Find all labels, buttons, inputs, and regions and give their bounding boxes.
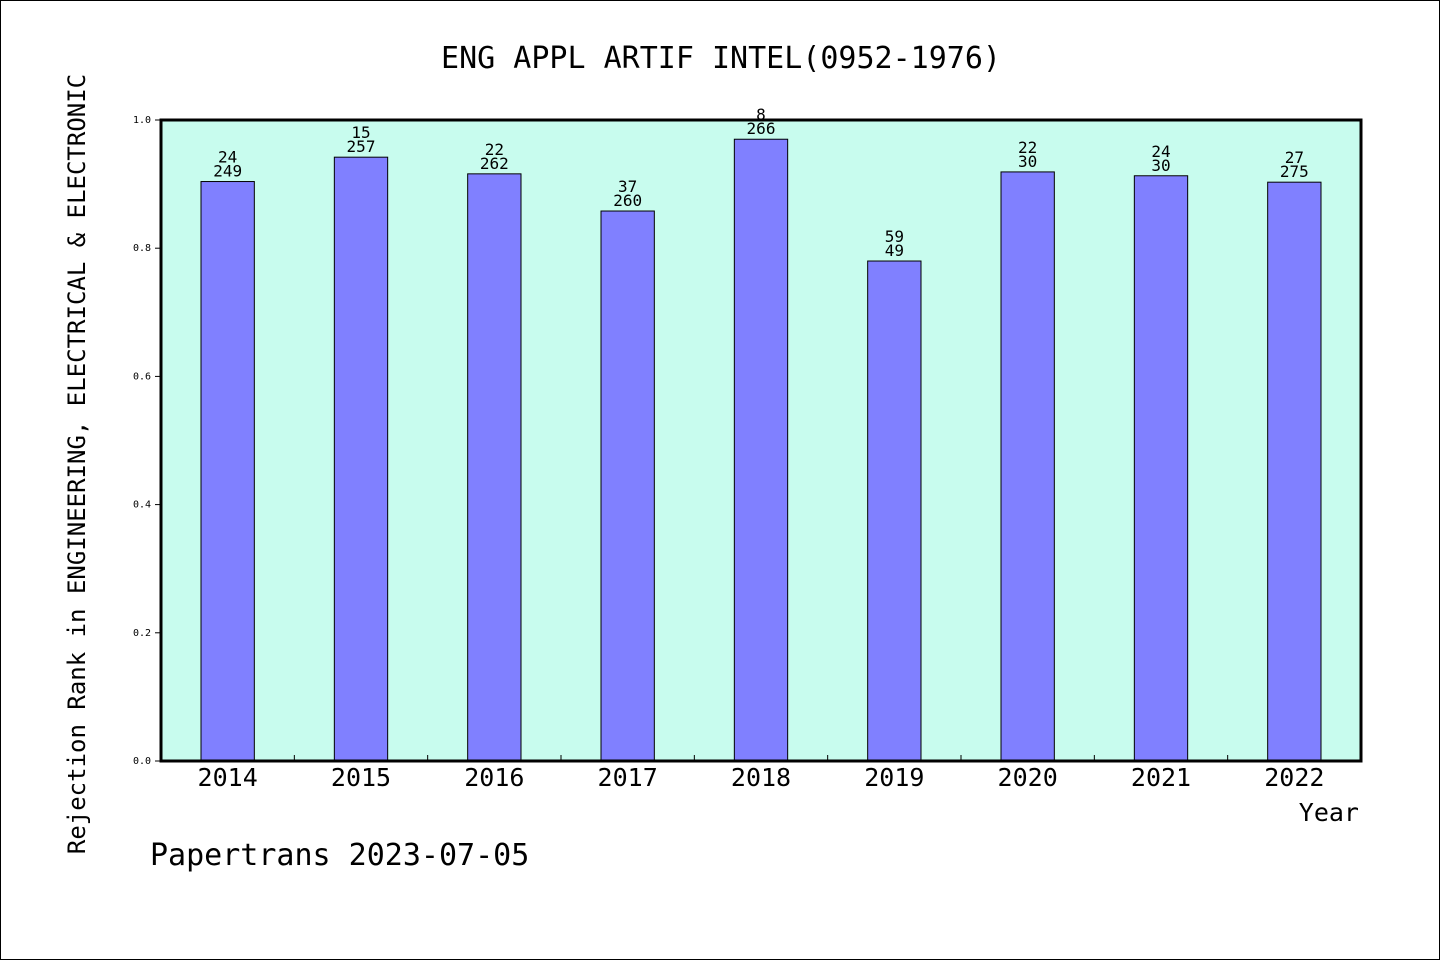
x-tick-label: 2020 bbox=[998, 763, 1058, 792]
x-tick-label: 2018 bbox=[731, 763, 791, 792]
y-tick-label: 0.8 bbox=[133, 243, 151, 254]
bar-label-top: 37 bbox=[618, 177, 637, 196]
bar bbox=[467, 173, 522, 762]
x-tick-label: 2019 bbox=[864, 763, 924, 792]
bar-label-top: 24 bbox=[1151, 142, 1170, 161]
y-tick-label: 0.6 bbox=[133, 371, 151, 382]
bar-label-bottom: 30 bbox=[1018, 152, 1037, 171]
x-tick-label: 2021 bbox=[1131, 763, 1191, 792]
bar-label-top: 24 bbox=[218, 148, 237, 167]
x-axis-label: Year bbox=[1299, 798, 1359, 827]
bar bbox=[867, 260, 922, 762]
bar-label-bottom: 49 bbox=[885, 241, 904, 260]
bar bbox=[600, 210, 655, 762]
bar-label-top: 22 bbox=[485, 140, 504, 159]
plot-border bbox=[159, 118, 1363, 763]
bar-label-top: 22 bbox=[1018, 138, 1037, 157]
x-tick-label: 2014 bbox=[198, 763, 258, 792]
bar-label-top: 59 bbox=[885, 227, 904, 246]
y-tick-label: 0.2 bbox=[133, 628, 151, 639]
chart-title: ENG APPL ARTIF INTEL(0952-1976) bbox=[441, 41, 1001, 76]
bar bbox=[1000, 171, 1055, 762]
bar bbox=[333, 156, 389, 762]
x-tick-label: 2015 bbox=[331, 763, 391, 792]
bar bbox=[200, 181, 255, 762]
bar-label-top: 27 bbox=[1285, 148, 1304, 167]
bar-label-bottom: 262 bbox=[480, 154, 509, 173]
x-tick-label: 2016 bbox=[464, 763, 524, 792]
bar-label-top: 15 bbox=[351, 123, 370, 142]
bar-label-bottom: 30 bbox=[1151, 156, 1170, 175]
bar bbox=[733, 138, 789, 762]
bar-label-bottom: 275 bbox=[1280, 162, 1309, 181]
x-tick-label: 2022 bbox=[1264, 763, 1324, 792]
bar-label-bottom: 257 bbox=[347, 137, 376, 156]
bar bbox=[1133, 175, 1189, 762]
footer-credit: Papertrans 2023-07-05 bbox=[150, 838, 529, 873]
bar-label-top: 8 bbox=[756, 105, 766, 124]
y-tick-label: 0.0 bbox=[133, 756, 151, 767]
y-axis-label: Rejection Rank in ENGINEERING, ELECTRICA… bbox=[63, 74, 91, 854]
bar-label-bottom: 260 bbox=[613, 191, 642, 210]
bar-label-bottom: 266 bbox=[747, 119, 776, 138]
plot-area: 0.00.20.40.60.81.02492420142571520152622… bbox=[133, 105, 1363, 792]
bar bbox=[1267, 181, 1322, 762]
x-tick-label: 2017 bbox=[598, 763, 658, 792]
bar-label-bottom: 249 bbox=[213, 162, 242, 181]
y-tick-label: 1.0 bbox=[133, 115, 151, 126]
y-tick-label: 0.4 bbox=[133, 500, 151, 511]
